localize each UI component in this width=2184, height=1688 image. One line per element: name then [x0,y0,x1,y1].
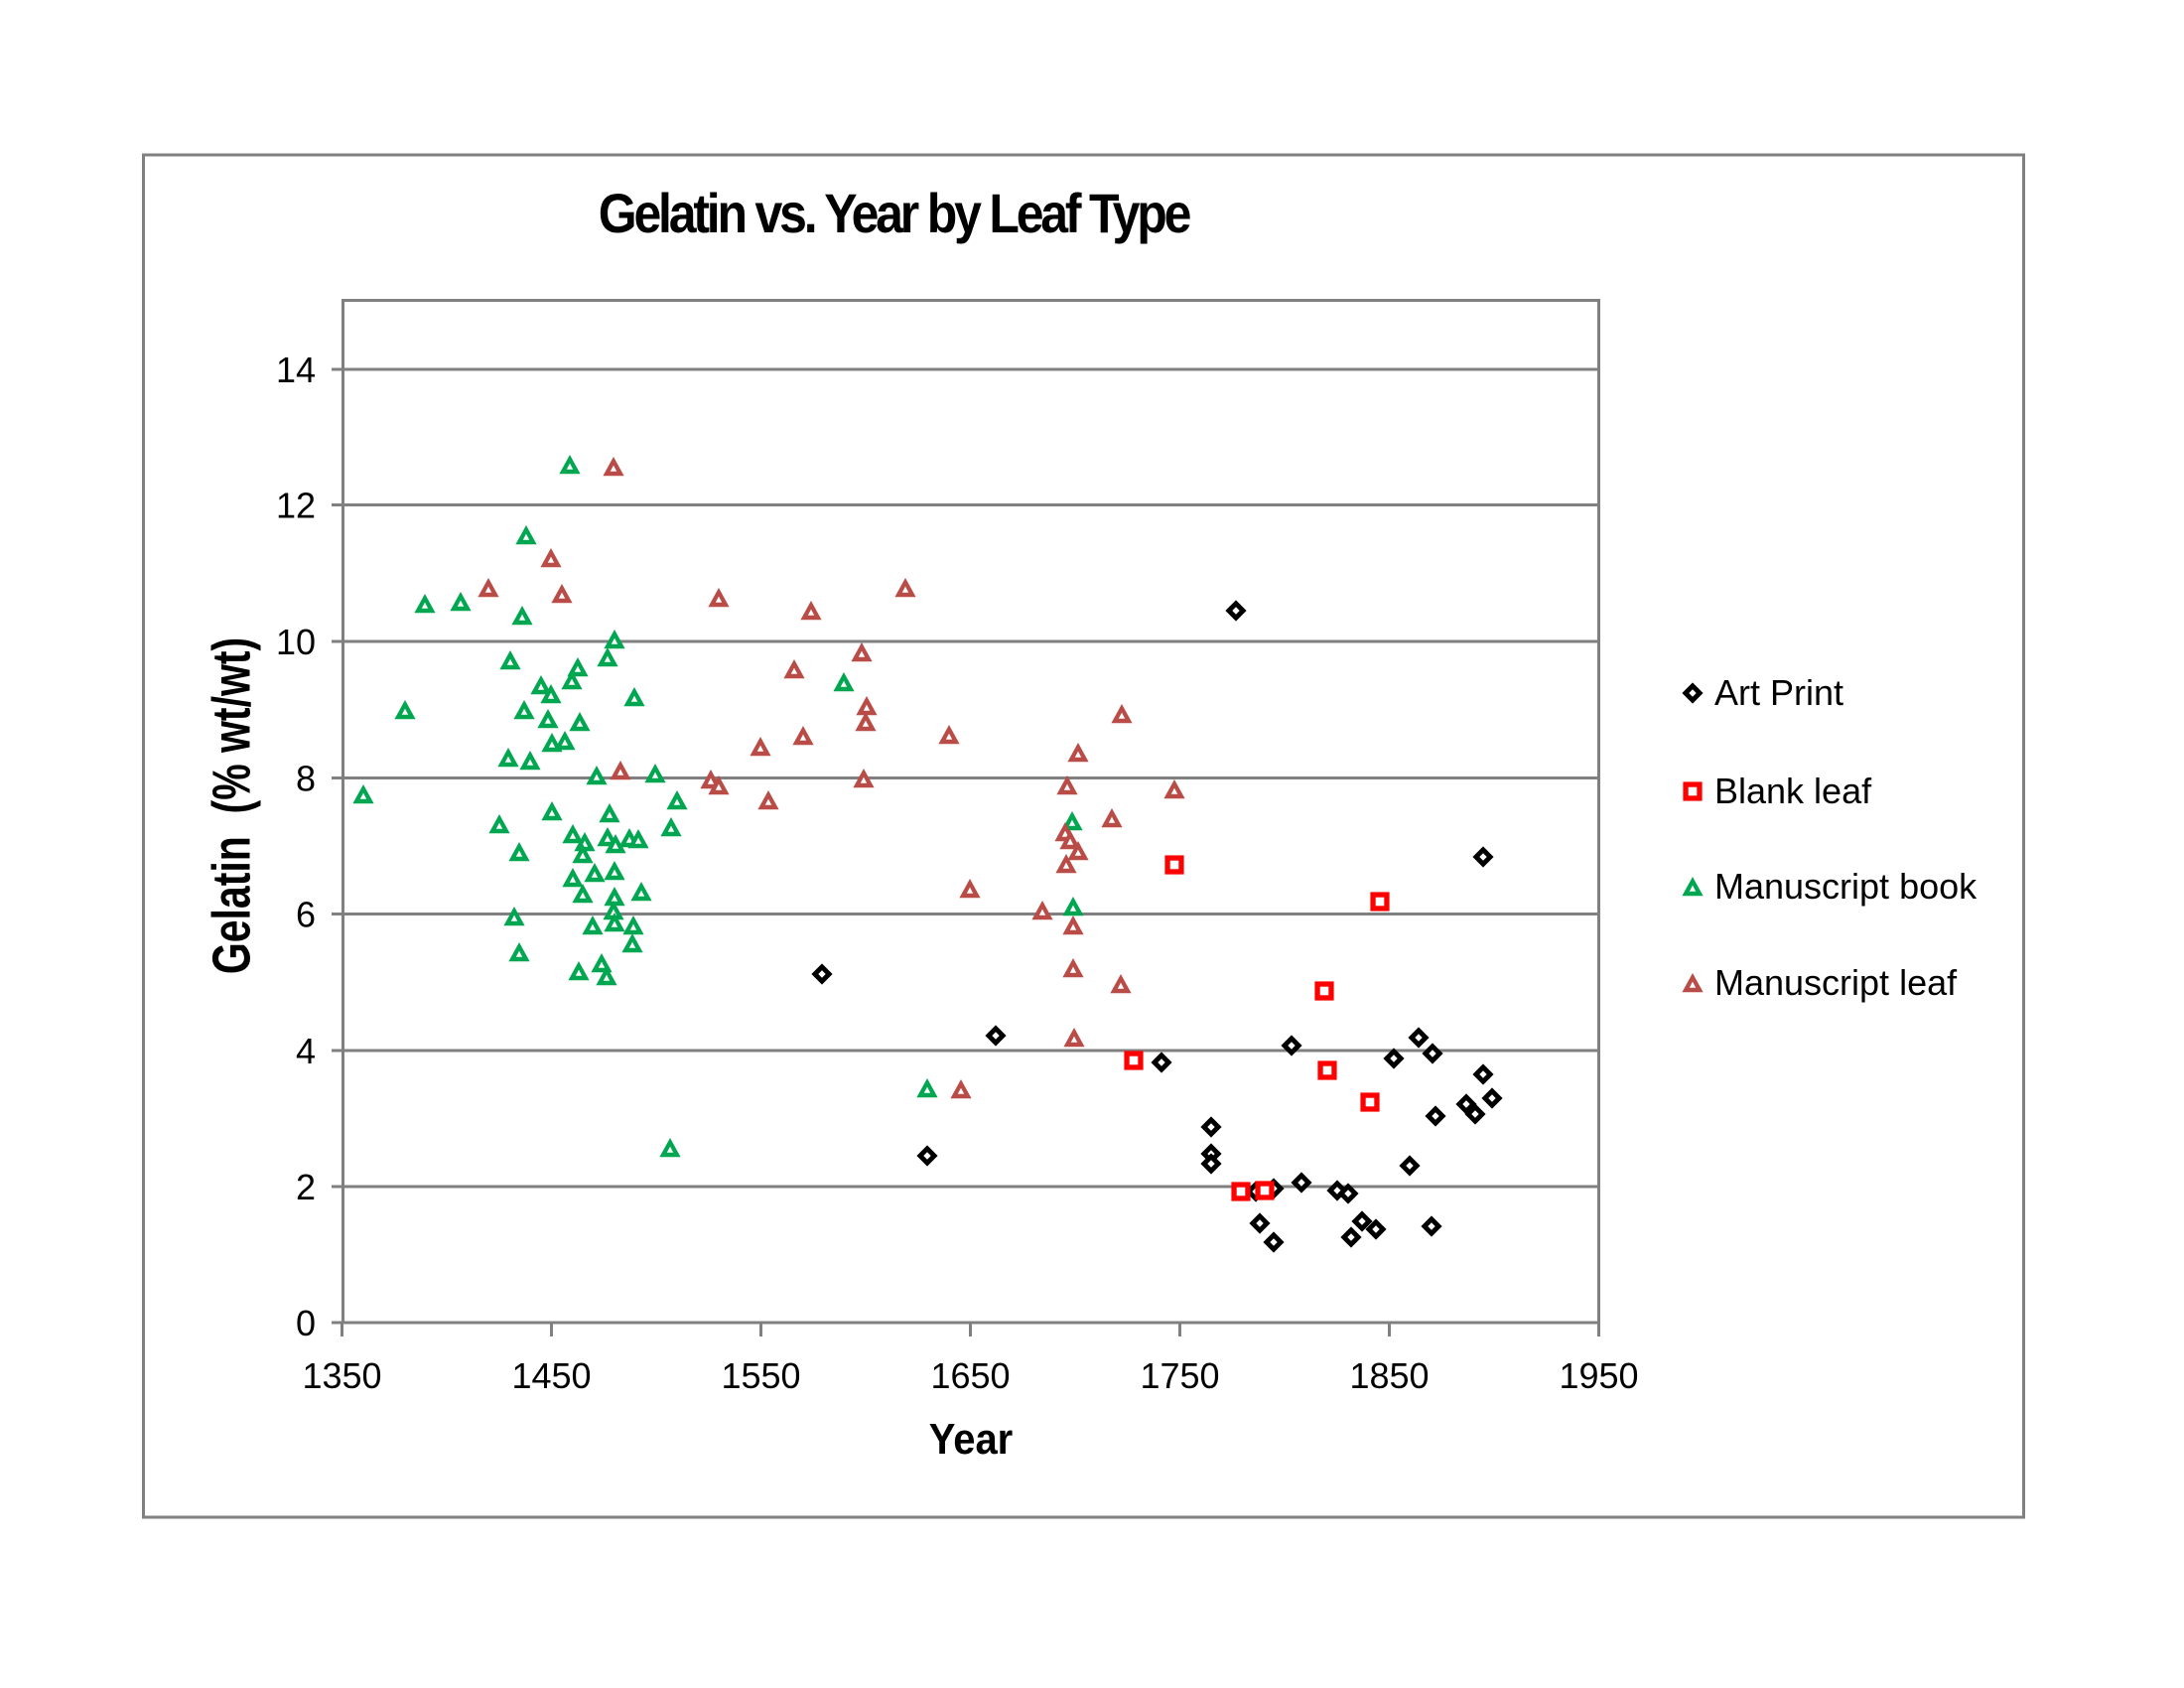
svg-text:1950: 1950 [1559,1355,1638,1396]
svg-text:Gelatin (% wt/wt): Gelatin (% wt/wt) [203,637,262,974]
svg-text:6: 6 [296,895,316,935]
svg-text:1450: 1450 [511,1355,591,1396]
svg-text:1850: 1850 [1349,1355,1429,1396]
svg-text:Year: Year [929,1414,1014,1463]
svg-text:Art Print: Art Print [1714,672,1843,713]
svg-text:Manuscript book: Manuscript book [1714,866,1978,907]
svg-text:1650: 1650 [930,1355,1010,1396]
svg-text:14: 14 [276,350,316,390]
svg-text:10: 10 [276,622,316,662]
svg-text:1750: 1750 [1140,1355,1219,1396]
svg-text:Manuscript leaf: Manuscript leaf [1714,962,1958,1003]
svg-text:0: 0 [296,1303,316,1343]
svg-text:Blank leaf: Blank leaf [1714,771,1872,811]
svg-text:2: 2 [296,1167,316,1207]
svg-text:Gelatin vs. Year by Leaf Type: Gelatin vs. Year by Leaf Type [599,183,1190,244]
svg-text:4: 4 [296,1031,316,1071]
svg-text:1550: 1550 [721,1355,800,1396]
svg-text:8: 8 [296,759,316,799]
svg-text:1350: 1350 [302,1355,381,1396]
svg-text:12: 12 [276,486,316,526]
